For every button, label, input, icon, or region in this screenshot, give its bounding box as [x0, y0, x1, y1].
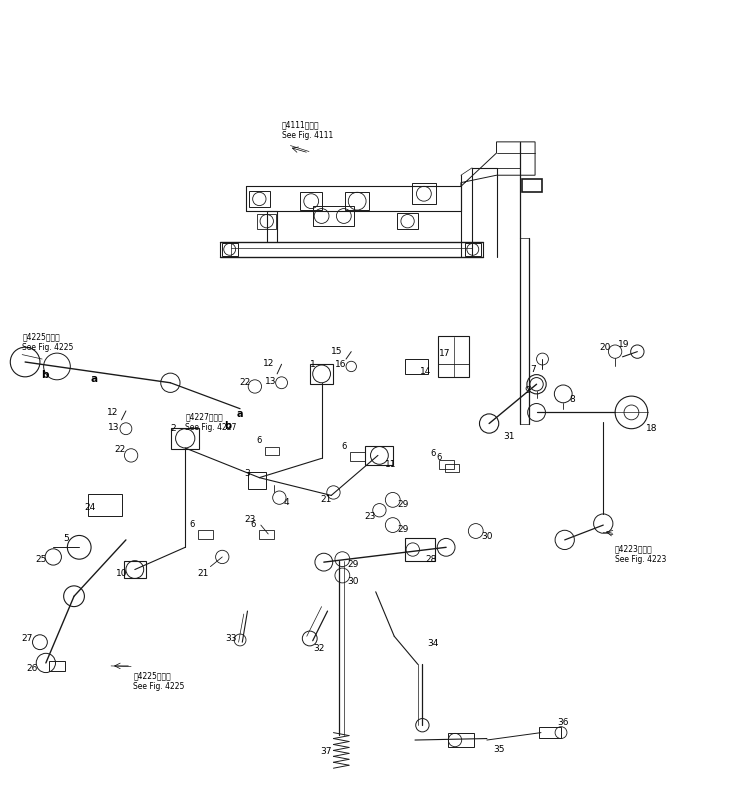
Bar — [448, 733, 474, 747]
Text: 24: 24 — [85, 503, 96, 512]
Text: b: b — [41, 370, 48, 381]
Text: 28: 28 — [426, 555, 437, 564]
Text: 第4225図参照
See Fig. 4225: 第4225図参照 See Fig. 4225 — [22, 332, 74, 352]
Bar — [260, 531, 274, 539]
Text: 23: 23 — [245, 515, 256, 524]
Bar — [465, 243, 481, 256]
Text: 30: 30 — [481, 532, 493, 541]
Text: 32: 32 — [313, 644, 324, 653]
Text: 6: 6 — [189, 520, 195, 529]
Text: 12: 12 — [263, 359, 274, 368]
Text: 18: 18 — [647, 424, 658, 433]
Text: 4: 4 — [284, 498, 289, 507]
Bar — [249, 191, 270, 207]
Text: 29: 29 — [347, 560, 359, 569]
Text: 29: 29 — [397, 500, 408, 509]
Text: 3: 3 — [245, 469, 250, 478]
Bar — [445, 463, 460, 472]
Text: 22: 22 — [239, 378, 250, 387]
Text: a: a — [91, 374, 97, 384]
Bar — [257, 214, 276, 228]
Text: 7: 7 — [530, 365, 536, 374]
Text: 30: 30 — [347, 577, 359, 586]
Bar — [313, 206, 354, 226]
Text: 9: 9 — [525, 386, 530, 394]
Text: 6: 6 — [430, 450, 435, 458]
Text: 6: 6 — [436, 453, 441, 463]
Bar — [248, 472, 266, 488]
Bar — [124, 561, 146, 578]
Text: 20: 20 — [600, 343, 611, 352]
Bar — [310, 364, 333, 383]
Text: 16: 16 — [335, 360, 347, 369]
Text: 第4111図参照
See Fig. 4111: 第4111図参照 See Fig. 4111 — [281, 120, 333, 139]
Text: 19: 19 — [618, 339, 629, 349]
Text: 26: 26 — [27, 663, 38, 672]
Text: 15: 15 — [330, 347, 342, 356]
Text: a: a — [237, 409, 243, 419]
Text: 第4225図参照
See Fig. 4225: 第4225図参照 See Fig. 4225 — [133, 671, 185, 691]
Text: 31: 31 — [504, 432, 515, 441]
Text: 21: 21 — [321, 496, 332, 505]
Bar — [522, 179, 542, 192]
Text: 2: 2 — [170, 424, 176, 433]
Text: 13: 13 — [265, 377, 276, 386]
Text: 6: 6 — [256, 436, 261, 445]
Text: 6: 6 — [341, 442, 347, 451]
Text: 22: 22 — [115, 445, 126, 454]
Text: 11: 11 — [385, 460, 397, 469]
Bar — [539, 727, 561, 738]
Bar — [397, 213, 418, 229]
Text: 35: 35 — [494, 745, 505, 754]
Bar — [412, 183, 436, 204]
Bar — [300, 192, 322, 211]
Text: 第4223図参照
See Fig. 4223: 第4223図参照 See Fig. 4223 — [615, 544, 667, 564]
Bar — [171, 428, 199, 449]
Bar — [265, 446, 279, 455]
Bar — [405, 359, 428, 374]
Bar — [198, 531, 213, 539]
Text: 14: 14 — [420, 367, 431, 376]
Text: 25: 25 — [35, 555, 46, 564]
Text: 21: 21 — [197, 569, 208, 578]
Bar — [439, 460, 454, 469]
Bar — [350, 453, 365, 462]
Bar — [49, 661, 65, 671]
Text: 12: 12 — [107, 408, 118, 417]
Bar — [345, 192, 369, 211]
Bar — [438, 336, 469, 377]
Text: 6: 6 — [251, 520, 256, 529]
Text: 37: 37 — [321, 748, 332, 757]
Bar — [365, 446, 394, 465]
Bar — [89, 494, 122, 516]
Text: 第4227図参照
See Fig. 4227: 第4227図参照 See Fig. 4227 — [185, 412, 237, 432]
Bar — [222, 243, 238, 256]
Text: 33: 33 — [225, 634, 237, 643]
Text: 29: 29 — [397, 525, 408, 534]
Text: 17: 17 — [439, 348, 450, 357]
Text: 23: 23 — [365, 512, 376, 521]
Text: b: b — [224, 420, 231, 431]
Bar — [405, 538, 435, 561]
Text: 8: 8 — [569, 394, 575, 403]
Text: 10: 10 — [116, 569, 127, 578]
Text: 5: 5 — [64, 534, 69, 543]
Text: 13: 13 — [109, 423, 120, 432]
Text: 34: 34 — [427, 639, 438, 648]
Text: 36: 36 — [557, 718, 569, 727]
Text: 27: 27 — [22, 634, 33, 643]
Text: 1: 1 — [310, 360, 315, 369]
